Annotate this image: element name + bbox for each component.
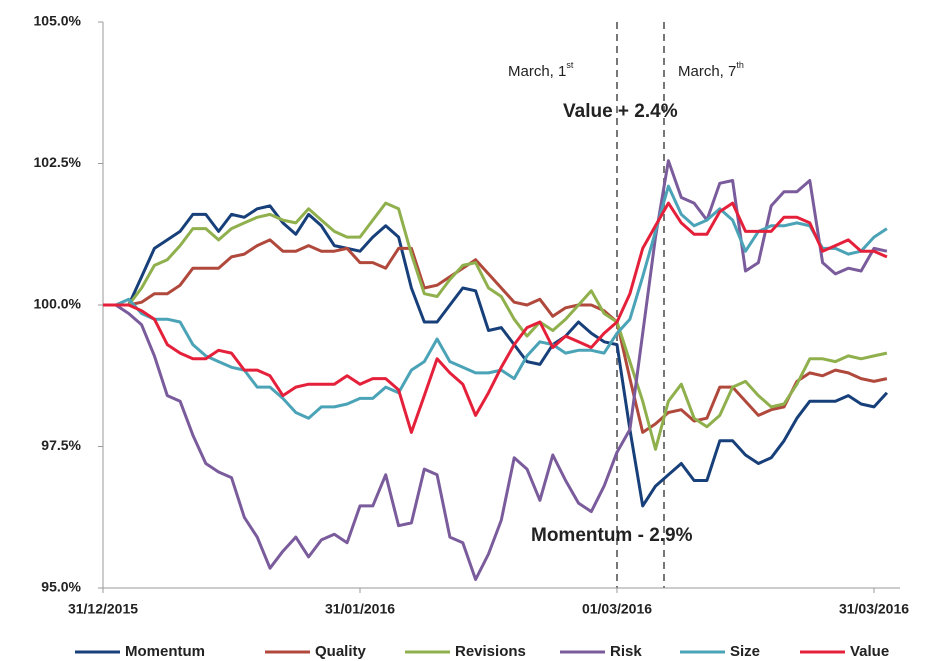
annotation: March, 7th [678,60,744,80]
y-tick-label: 102.5% [34,154,82,170]
series-line [103,201,888,451]
annotation: March, 1st [508,60,574,80]
y-tick-label: 95.0% [41,579,81,595]
series-line [103,201,888,434]
legend-label: Value [850,643,889,660]
annotation: Momentum - 2.9% [531,525,693,546]
series-line [103,238,888,434]
annotation-text: Momentum - 2.9% [531,525,693,546]
series-line [103,159,888,581]
annotation-text: March, 1 [508,63,566,80]
annotation-text: March, 7 [678,63,736,80]
x-tick-label: 31/12/2015 [68,601,138,617]
annotation: Value + 2.4% [563,101,678,122]
x-tick-label: 31/03/2016 [839,601,909,617]
annotation-sup: st [566,60,574,70]
annotation-sup: th [736,60,744,70]
x-tick-label: 01/03/2016 [582,601,652,617]
series-line [103,184,888,420]
legend-label: Quality [315,643,367,660]
y-tick-label: 105.0% [34,13,82,29]
legend-label: Momentum [125,643,205,660]
y-tick-label: 97.5% [41,437,81,453]
annotation-text: Value + 2.4% [563,101,678,122]
x-tick-label: 31/01/2016 [325,601,395,617]
series-line [103,204,889,508]
legend-label: Risk [610,643,642,660]
legend-label: Size [730,643,760,660]
y-tick-label: 100.0% [34,296,82,312]
legend-label: Revisions [455,643,526,660]
